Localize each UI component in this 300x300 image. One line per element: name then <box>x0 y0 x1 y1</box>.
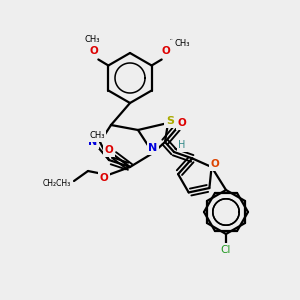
Text: H: H <box>178 140 186 150</box>
Text: CH₃: CH₃ <box>85 35 100 44</box>
Text: CH₃: CH₃ <box>175 39 190 48</box>
Text: O: O <box>178 118 186 128</box>
Text: O: O <box>161 46 170 56</box>
Text: Cl: Cl <box>221 245 231 255</box>
Text: O: O <box>90 46 99 56</box>
Text: CH₃: CH₃ <box>89 131 105 140</box>
Text: O: O <box>210 159 219 169</box>
Text: meth: meth <box>170 39 173 40</box>
Text: O: O <box>105 145 113 155</box>
Text: CH₂CH₃: CH₂CH₃ <box>43 178 71 188</box>
Text: O: O <box>100 173 108 183</box>
Text: S: S <box>166 116 174 126</box>
Text: N: N <box>148 143 158 153</box>
Text: N: N <box>88 137 98 147</box>
